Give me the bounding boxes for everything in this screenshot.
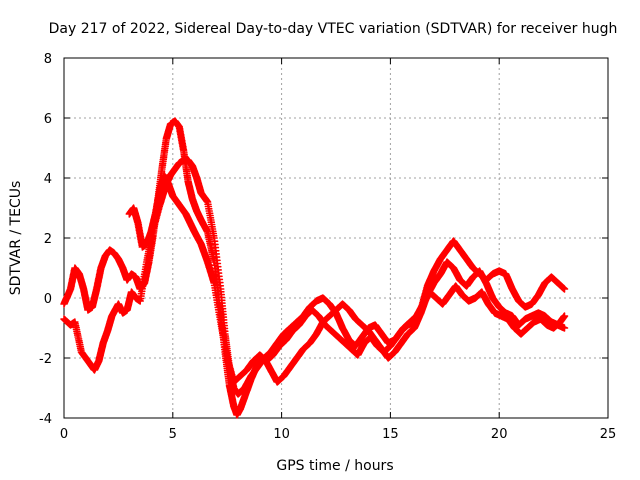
x-tick-label: 15 xyxy=(382,427,399,442)
y-tick-label: 4 xyxy=(44,172,52,187)
y-tick-label: -4 xyxy=(39,412,52,427)
x-axis-label: GPS time / hours xyxy=(276,458,393,474)
data-series xyxy=(61,118,568,418)
x-tick-label: 5 xyxy=(169,427,177,442)
y-tick-label: 0 xyxy=(44,292,52,307)
y-tick-label: -2 xyxy=(39,352,52,367)
x-tick-label: 10 xyxy=(273,427,290,442)
y-tick-label: 2 xyxy=(44,232,52,247)
y-axis-label: SDTVAR / TECUs xyxy=(8,181,24,296)
x-tick-label: 20 xyxy=(491,427,508,442)
chart-title: Day 217 of 2022, Sidereal Day-to-day VTE… xyxy=(49,21,618,37)
sdtvar-chart: Day 217 of 2022, Sidereal Day-to-day VTE… xyxy=(0,0,640,480)
x-tick-label: 0 xyxy=(60,427,68,442)
axis-ticks: 0 5 10 15 20 25 -4 -2 0 2 4 6 8 xyxy=(39,52,616,442)
y-tick-label: 6 xyxy=(44,112,52,127)
y-tick-label: 8 xyxy=(44,52,52,67)
x-tick-label: 25 xyxy=(600,427,617,442)
series-track-b xyxy=(61,118,568,418)
